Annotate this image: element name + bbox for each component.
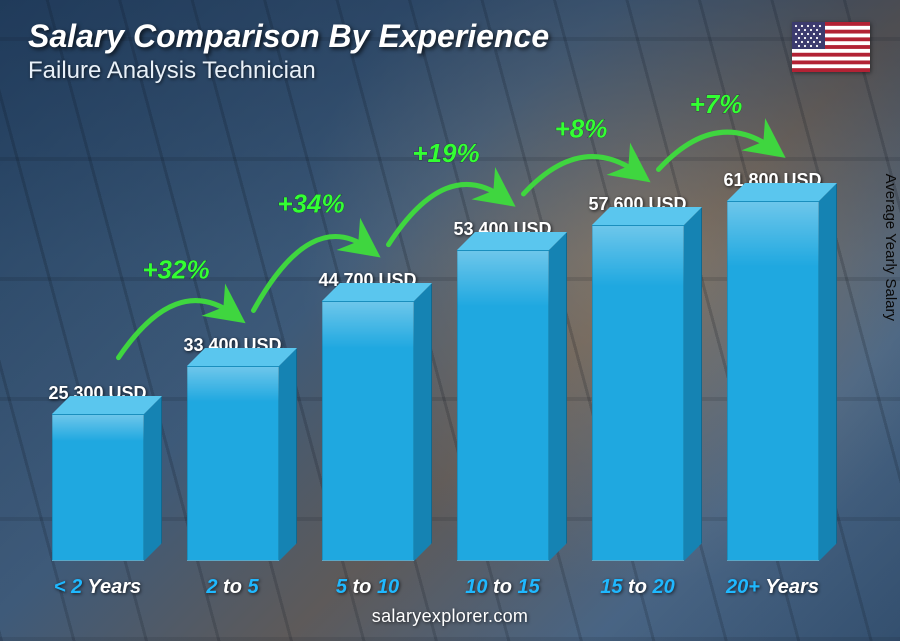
country-flag-icon — [792, 22, 870, 72]
x-axis-label: 15 to 20 — [600, 576, 675, 599]
bar-group: 53,400 USD10 to 15 — [435, 120, 570, 561]
footer-source: salaryexplorer.com — [0, 606, 900, 627]
page-title: Salary Comparison By Experience — [28, 18, 872, 55]
x-axis-label: 20+ Years — [726, 576, 819, 599]
x-axis-label: 5 to 10 — [336, 576, 399, 599]
x-axis-label: 10 to 15 — [465, 576, 540, 599]
bar — [457, 250, 549, 561]
bar-group: 25,300 USD< 2 Years — [30, 120, 165, 561]
bar-group: 57,600 USD15 to 20 — [570, 120, 705, 561]
salary-bar-chart: 25,300 USD< 2 Years33,400 USD2 to 544,70… — [30, 120, 840, 561]
bar-group: 61,800 USD20+ Years — [705, 120, 840, 561]
x-axis-label: 2 to 5 — [206, 576, 258, 599]
bar — [187, 366, 279, 561]
bar — [322, 301, 414, 561]
bar — [52, 414, 144, 561]
x-axis-label: < 2 Years — [54, 576, 141, 599]
bar-group: 44,700 USD5 to 10 — [300, 120, 435, 561]
bar-group: 33,400 USD2 to 5 — [165, 120, 300, 561]
bar — [592, 225, 684, 561]
bar — [727, 201, 819, 561]
y-axis-label: Average Yearly Salary — [882, 173, 899, 320]
header: Salary Comparison By Experience Failure … — [28, 18, 872, 85]
page-subtitle: Failure Analysis Technician — [28, 57, 872, 85]
